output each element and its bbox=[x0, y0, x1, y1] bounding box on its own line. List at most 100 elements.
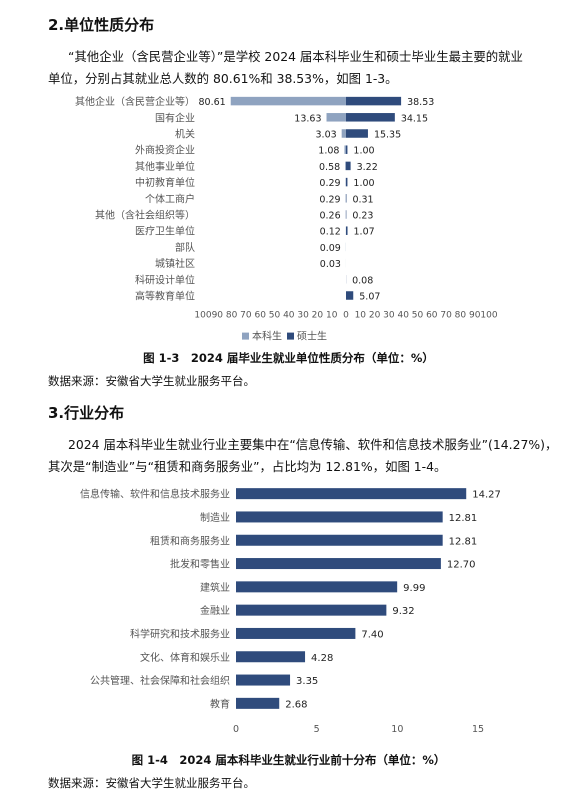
data-label-undergrad: 3.03 bbox=[316, 130, 337, 141]
x-tick-label: 10 bbox=[355, 311, 367, 321]
data-label-undergrad: 0.09 bbox=[320, 243, 341, 254]
bar-undergrad bbox=[341, 129, 346, 138]
bar-industry bbox=[236, 488, 467, 500]
category-label: 科学研究和技术服务业 bbox=[130, 627, 230, 640]
bar-undergrad bbox=[345, 161, 346, 171]
data-label: 2.68 bbox=[285, 699, 307, 710]
data-label-master: 3.22 bbox=[357, 162, 378, 173]
bar-undergrad bbox=[326, 113, 346, 122]
bar-master bbox=[346, 129, 368, 138]
x-tick-label: 30 bbox=[383, 311, 395, 321]
x-tick-label: 40 bbox=[283, 311, 295, 321]
x-tick-label: 0 bbox=[343, 311, 349, 321]
legend-label-master: 硕士生 bbox=[297, 330, 327, 343]
data-label-master: 5.07 bbox=[359, 292, 380, 303]
bar-master bbox=[346, 161, 351, 171]
x-tick-label: 5 bbox=[314, 724, 320, 735]
data-label: 12.81 bbox=[449, 513, 478, 524]
bar-undergrad bbox=[344, 145, 346, 154]
bar-industry bbox=[236, 651, 306, 663]
category-label: 信息传输、软件和信息技术服务业 bbox=[80, 488, 230, 501]
x-tick-label: 70 bbox=[440, 311, 452, 321]
x-tick-label: 10 bbox=[391, 724, 403, 735]
chart-2-source: 数据来源：安徽省大学生就业服务平台。 bbox=[48, 776, 255, 790]
data-label-master: 15.35 bbox=[374, 130, 401, 141]
category-label: 金融业 bbox=[200, 604, 230, 617]
data-label-undergrad: 0.26 bbox=[319, 211, 340, 222]
category-label: 外商投资企业 bbox=[135, 144, 195, 157]
category-label: 文化、体育和娱乐业 bbox=[140, 651, 230, 664]
category-label: 国有企业 bbox=[155, 111, 195, 124]
data-label-master: 1.00 bbox=[353, 178, 374, 189]
data-label-undergrad: 0.29 bbox=[319, 178, 340, 189]
category-label: 城镇社区 bbox=[155, 257, 195, 270]
data-label-undergrad: 0.58 bbox=[319, 162, 340, 173]
x-tick-label: 20 bbox=[312, 311, 324, 321]
bar-industry bbox=[236, 581, 398, 593]
data-label: 9.99 bbox=[403, 583, 425, 594]
data-label-master: 1.07 bbox=[354, 227, 375, 238]
data-label-undergrad: 0.12 bbox=[320, 227, 341, 238]
bar-master bbox=[346, 96, 402, 106]
data-label-master: 1.00 bbox=[353, 146, 374, 157]
category-label: 其他（含社会组织等） bbox=[95, 209, 195, 222]
section-3-para-line2: 其次是“制造业”与“租赁和商务服务业”，占比均为 12.81%，如图 1-4。 bbox=[48, 459, 447, 474]
data-label-master: 38.53 bbox=[407, 97, 434, 108]
category-label: 科研设计单位 bbox=[135, 273, 195, 286]
section-2-para-line2: 单位，分别占其就业总人数的 80.61%和 38.53%，如图 1-3。 bbox=[48, 71, 398, 86]
category-label: 批发和零售业 bbox=[170, 558, 230, 571]
legend-swatch-master bbox=[287, 332, 294, 340]
data-label-undergrad: 0.03 bbox=[320, 259, 341, 270]
bar-undergrad bbox=[230, 96, 346, 106]
section-2-heading: 2.单位性质分布 bbox=[48, 16, 155, 34]
bar-industry bbox=[236, 558, 441, 570]
chart-2-caption: 图 1-4 2024 届本科毕业生就业行业前十分布（单位：%） bbox=[131, 753, 446, 767]
bar-master bbox=[346, 145, 348, 154]
data-label: 14.27 bbox=[472, 490, 501, 501]
section-2-para-line1: “其他企业（含民营企业等）”是学校 2024 届本科毕业生和硕士毕业生最主要的就… bbox=[68, 49, 523, 64]
data-label-master: 0.31 bbox=[352, 194, 373, 205]
data-label-undergrad: 80.61 bbox=[199, 97, 226, 108]
category-label: 机关 bbox=[175, 128, 195, 141]
category-label: 个体工商户 bbox=[145, 192, 195, 205]
data-label-master: 0.08 bbox=[352, 275, 373, 286]
bar-industry bbox=[236, 511, 443, 523]
data-label-undergrad: 1.08 bbox=[318, 146, 339, 157]
data-label-master: 34.15 bbox=[401, 113, 428, 124]
category-label: 中初教育单位 bbox=[135, 176, 195, 189]
data-label: 7.40 bbox=[361, 629, 383, 640]
x-tick-label: 60 bbox=[426, 311, 438, 321]
x-tick-label: 90 bbox=[469, 311, 481, 321]
data-label-undergrad: 13.63 bbox=[294, 113, 321, 124]
data-label: 12.81 bbox=[449, 536, 478, 547]
category-label: 教育 bbox=[210, 697, 230, 710]
category-label: 建筑业 bbox=[200, 581, 230, 594]
category-label: 租赁和商务服务业 bbox=[150, 534, 230, 547]
category-label: 部队 bbox=[175, 241, 195, 254]
data-label: 4.28 bbox=[311, 653, 333, 664]
bar-industry bbox=[236, 627, 356, 639]
bar-industry bbox=[236, 674, 291, 686]
x-tick-label: 80 bbox=[226, 311, 238, 321]
data-label-master: 0.23 bbox=[352, 211, 373, 222]
section-3-heading: 3.行业分布 bbox=[48, 404, 125, 422]
category-label: 公共管理、社会保障和社会组织 bbox=[90, 674, 230, 687]
x-tick-label: 80 bbox=[455, 311, 467, 321]
x-tick-label: 50 bbox=[269, 311, 281, 321]
bar-industry bbox=[236, 534, 443, 546]
x-tick-label: 60 bbox=[254, 311, 266, 321]
industry-top10-bar-chart: 信息传输、软件和信息技术服务业 14.27 制造业 12.81 租赁和商务服务业 12.8… bbox=[80, 488, 501, 735]
x-tick-label: 15 bbox=[472, 724, 484, 735]
legend-label-undergrad: 本科生 bbox=[252, 330, 282, 343]
unit-nature-butterfly-chart: 其他企业（含民营企业等） 80.61 38.53 国有企业 13.63 34.15 机关 3.… bbox=[75, 95, 498, 343]
x-tick-label: 100 bbox=[194, 311, 211, 321]
bar-master bbox=[346, 177, 348, 187]
x-tick-label: 10 bbox=[326, 311, 338, 321]
data-label-undergrad: 0.29 bbox=[319, 194, 340, 205]
legend-swatch-undergrad bbox=[242, 332, 249, 340]
x-tick-label: 90 bbox=[212, 311, 224, 321]
x-tick-label: 100 bbox=[480, 311, 497, 321]
category-label: 高等教育单位 bbox=[135, 290, 195, 303]
x-tick-label: 40 bbox=[397, 311, 409, 321]
x-tick-label: 20 bbox=[369, 311, 381, 321]
